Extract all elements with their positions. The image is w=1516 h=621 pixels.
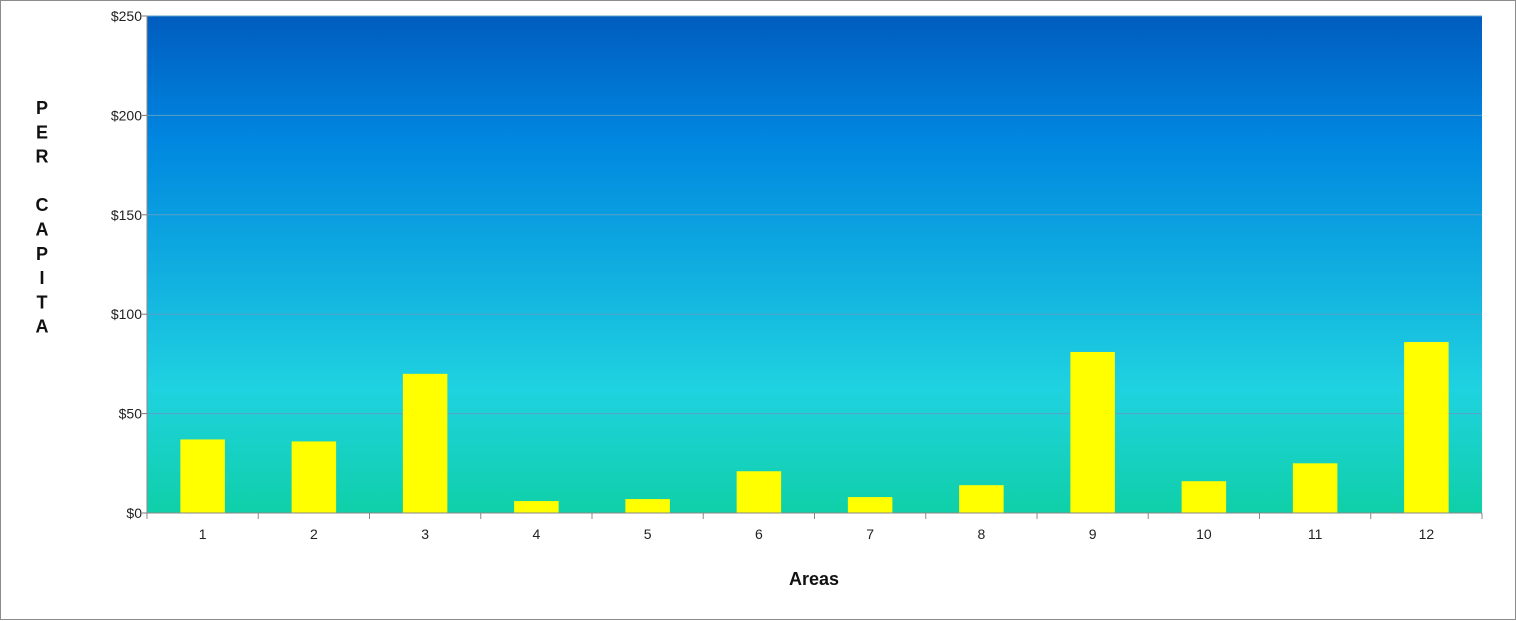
y-axis-title-letter: E [36,122,48,142]
bar-11 [1292,463,1338,513]
y-tick-label: $150 [111,207,142,223]
y-tick-label: $50 [119,406,143,422]
y-tick-label: $250 [111,8,142,24]
x-tick-label: 8 [977,526,985,542]
bar-5 [625,499,670,513]
y-axis-title-letter: T [37,292,48,312]
y-tick-labels: $0 $50 $100 $150 $200 $250 [111,8,142,521]
y-axis-title-letter: P [36,98,48,118]
x-tick-label: 11 [1308,526,1323,542]
y-axis-title-letter: C [36,195,49,215]
x-tick-label: 6 [755,526,763,542]
y-axis-title-letter: A [36,317,49,337]
x-axis-title: Areas [789,569,839,589]
axes [142,15,1483,519]
y-axis-title-letter: R [36,147,49,167]
x-tick-labels: 1 2 3 4 5 6 7 8 9 10 11 12 [199,526,1435,542]
bar-12 [1404,342,1449,513]
bar-10 [1181,481,1227,513]
bar-1 [180,439,225,513]
bar-7 [847,497,893,513]
x-tick-label: 2 [310,526,318,542]
bar-4 [514,501,559,513]
x-tick-label: 12 [1419,526,1435,542]
bar-8 [959,485,1004,513]
x-tick-label: 3 [421,526,429,542]
y-tick-label: $0 [126,505,142,521]
y-axis-title-letter: A [36,220,49,240]
bar-9 [1070,351,1115,513]
x-tick-label: 4 [532,526,540,542]
x-tick-label: 9 [1089,526,1097,542]
gridlines [147,15,1482,415]
bar-2 [291,441,337,513]
x-tick-label: 1 [199,526,207,542]
y-axis-title-letter: P [36,244,48,264]
bar-6 [736,471,782,513]
plot-area [147,16,1482,513]
bar-3 [402,373,448,513]
x-tick-label: 10 [1196,526,1212,542]
x-tick-label: 5 [644,526,652,542]
y-tick-label: $200 [111,107,142,123]
bars [180,342,1449,513]
y-tick-label: $100 [111,306,142,322]
x-tick-label: 7 [866,526,874,542]
y-axis-title-letter: I [39,268,44,288]
